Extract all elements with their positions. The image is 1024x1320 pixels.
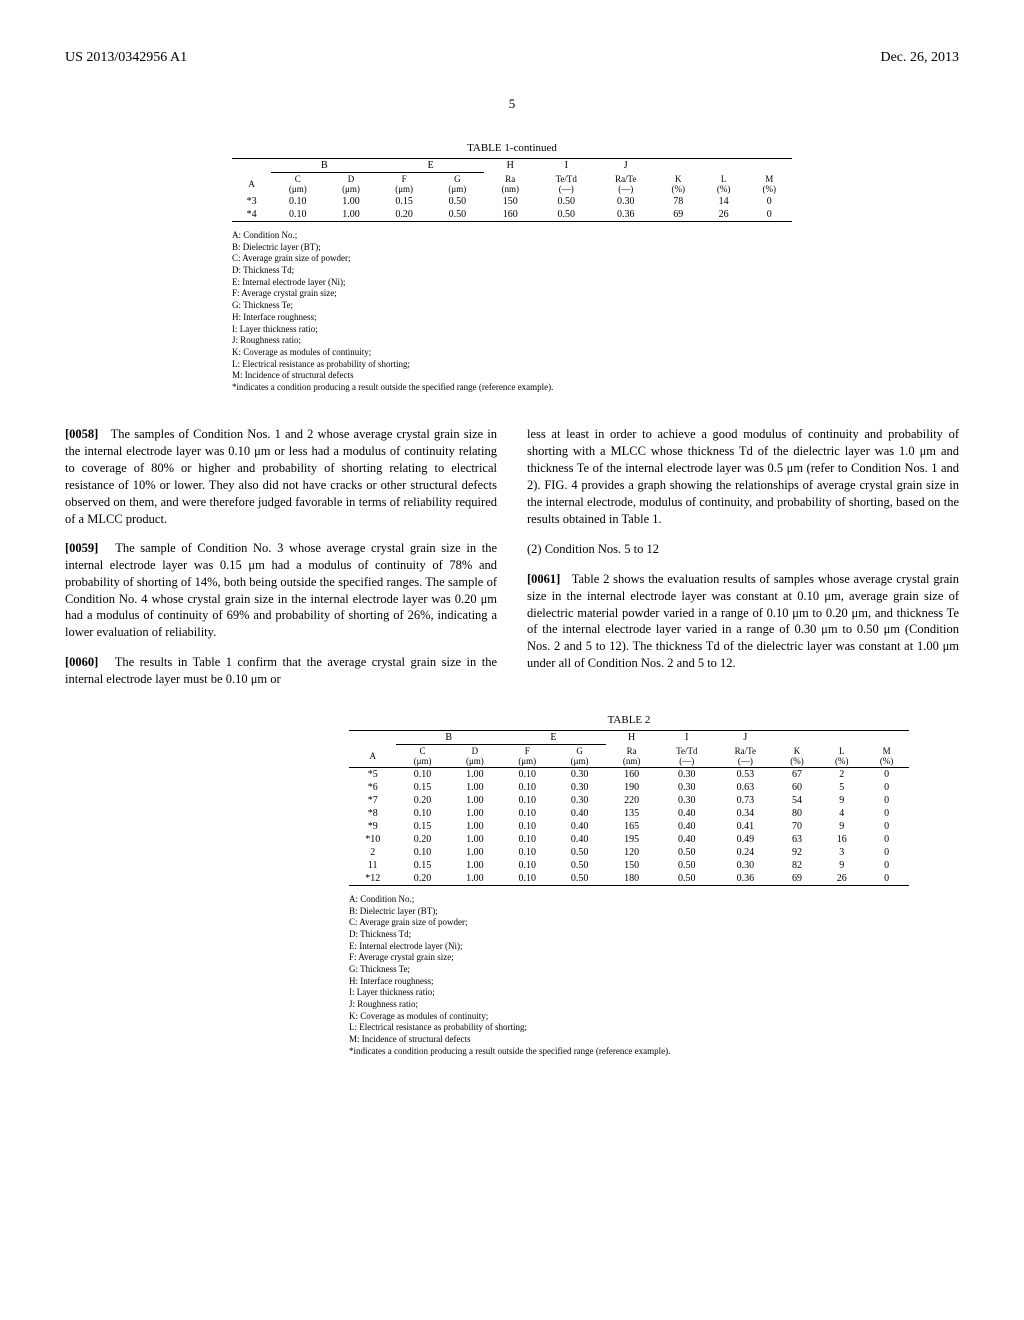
table-row: *90.151.000.100.401650.400.417090: [349, 820, 909, 833]
legend-line: C: Average grain size of powder;: [232, 253, 792, 265]
right-column: less at least in order to achieve a good…: [527, 414, 959, 700]
table1-group-j: J: [596, 159, 656, 173]
legend-line: I: Layer thickness ratio;: [232, 324, 792, 336]
legend-line: G: Thickness Te;: [232, 300, 792, 312]
table2-group-i: I: [658, 730, 717, 744]
para-num-0060: [0060]: [65, 655, 98, 669]
para-0061: Table 2 shows the evaluation results of …: [527, 572, 959, 670]
legend-line: B: Dielectric layer (BT);: [232, 242, 792, 254]
legend-line: F: Average crystal grain size;: [232, 288, 792, 300]
table2-group-e: E: [501, 730, 606, 744]
legend-line: K: Coverage as modules of continuity;: [349, 1011, 909, 1023]
table1-group-b: B: [271, 159, 377, 173]
legend-line: *indicates a condition producing a resul…: [232, 382, 792, 394]
table2-group-j: J: [716, 730, 775, 744]
legend-line: J: Roughness ratio;: [349, 999, 909, 1011]
para-0060-cont: less at least in order to achieve a good…: [527, 426, 959, 527]
para-num-0058: [0058]: [65, 427, 98, 441]
table-row: *60.151.000.100.301900.300.636050: [349, 781, 909, 794]
table-row: *40.101.000.200.501600.500.3669260: [232, 208, 792, 222]
para-num-0061: [0061]: [527, 572, 560, 586]
table-row: 20.101.000.100.501200.500.249230: [349, 846, 909, 859]
table1-group-e: E: [378, 159, 484, 173]
table2: B E H I J A C(μm) D(μm) F(μm) G(μm) Ra(n…: [349, 730, 909, 886]
legend-line: E: Internal electrode layer (Ni);: [232, 277, 792, 289]
table2-title: TABLE 2: [349, 714, 909, 726]
table1: B E H I J A C(μm) D(μm) F(μm) G(μm) Ra(n…: [232, 158, 792, 222]
para-0060: The results in Table 1 confirm that the …: [65, 655, 497, 686]
para-num-0059: [0059]: [65, 541, 98, 555]
legend-line: A: Condition No.;: [349, 894, 909, 906]
legend-line: C: Average grain size of powder;: [349, 917, 909, 929]
legend-line: D: Thickness Td;: [349, 929, 909, 941]
table-row: *30.101.000.150.501500.500.3078140: [232, 195, 792, 208]
table1-group-h: H: [484, 159, 537, 173]
subheading: (2) Condition Nos. 5 to 12: [527, 541, 959, 558]
legend-line: L: Electrical resistance as probability …: [349, 1022, 909, 1034]
table1-legend: A: Condition No.;B: Dielectric layer (BT…: [232, 230, 792, 394]
legend-line: *indicates a condition producing a resul…: [349, 1046, 909, 1058]
table1-title: TABLE 1-continued: [232, 142, 792, 154]
para-0058: The samples of Condition Nos. 1 and 2 wh…: [65, 427, 497, 525]
table2-group-b: B: [396, 730, 501, 744]
legend-line: B: Dielectric layer (BT);: [349, 906, 909, 918]
legend-line: M: Incidence of structural defects: [232, 370, 792, 382]
table2-legend: A: Condition No.;B: Dielectric layer (BT…: [349, 894, 909, 1058]
table-row: *80.101.000.100.401350.400.348040: [349, 807, 909, 820]
table-row: 110.151.000.100.501500.500.308290: [349, 859, 909, 872]
header-left: US 2013/0342956 A1: [65, 50, 187, 66]
para-0059: The sample of Condition No. 3 whose aver…: [65, 541, 497, 639]
table-row: *100.201.000.100.401950.400.4963160: [349, 833, 909, 846]
legend-line: H: Interface roughness;: [232, 312, 792, 324]
legend-line: I: Layer thickness ratio;: [349, 987, 909, 999]
legend-line: H: Interface roughness;: [349, 976, 909, 988]
legend-line: G: Thickness Te;: [349, 964, 909, 976]
table-row: *120.201.000.100.501800.500.3669260: [349, 872, 909, 886]
table-row: *70.201.000.100.302200.300.735490: [349, 794, 909, 807]
legend-line: F: Average crystal grain size;: [349, 952, 909, 964]
table2-group-h: H: [606, 730, 658, 744]
legend-line: A: Condition No.;: [232, 230, 792, 242]
page-number: 5: [65, 96, 959, 112]
table-row: *50.101.000.100.301600.300.536720: [349, 767, 909, 781]
legend-line: K: Coverage as modules of continuity;: [232, 347, 792, 359]
left-column: [0058] The samples of Condition Nos. 1 a…: [65, 414, 497, 700]
header-right: Dec. 26, 2013: [880, 50, 959, 66]
legend-line: L: Electrical resistance as probability …: [232, 359, 792, 371]
legend-line: M: Incidence of structural defects: [349, 1034, 909, 1046]
legend-line: D: Thickness Td;: [232, 265, 792, 277]
legend-line: J: Roughness ratio;: [232, 335, 792, 347]
table1-group-i: I: [537, 159, 597, 173]
legend-line: E: Internal electrode layer (Ni);: [349, 941, 909, 953]
